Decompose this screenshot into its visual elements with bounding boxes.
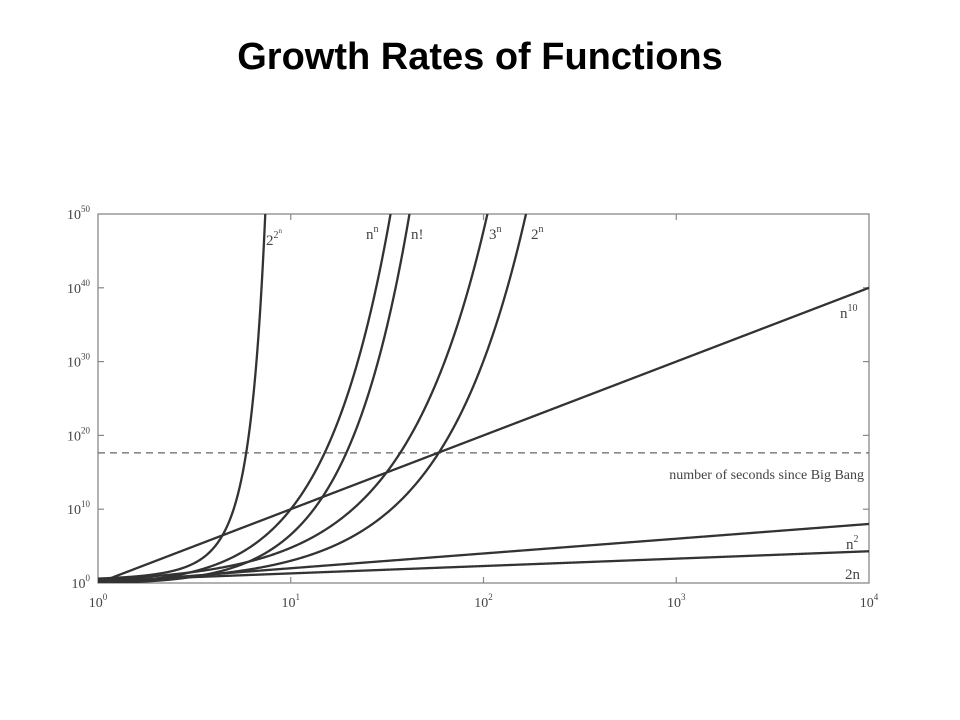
series-line-n-pow-10 [98, 286, 869, 583]
x-tick-label: 100 [89, 592, 108, 611]
series-line-two-pow-n [98, 214, 528, 582]
y-tick-label: 1020 [67, 425, 91, 444]
y-axis: 100 1010 1020 1030 1040 1050 [67, 204, 869, 592]
series-label-factorial: n! [411, 227, 424, 243]
plot-frame [97, 213, 870, 584]
page-title: Growth Rates of Functions [237, 36, 723, 78]
series-line-n-squared [98, 522, 869, 583]
series-line-three-pow-n [98, 214, 489, 581]
series-label-double-exp: 22n [266, 227, 283, 249]
y-tick-label: 1040 [67, 278, 91, 297]
series-label-n-pow-10: n10 [840, 303, 858, 322]
series-label-two-n: 2n [845, 567, 861, 583]
x-tick-label: 104 [860, 592, 879, 611]
x-tick-label: 102 [474, 592, 493, 611]
series-line-double-exp [98, 214, 267, 580]
series-label-n-pow-n: nn [366, 224, 379, 243]
y-tick-label: 1050 [67, 204, 91, 223]
series-line-two-n [98, 550, 869, 582]
reference-line-label: number of seconds since Big Bang [669, 468, 864, 483]
y-tick-label: 1030 [67, 352, 91, 371]
x-tick-label: 101 [282, 592, 301, 611]
series-layer [98, 214, 869, 583]
series-line-factorial [98, 214, 411, 583]
y-tick-label: 1010 [67, 499, 91, 518]
series-label-three-pow-n: 3n [489, 224, 502, 243]
series-labels: 22n nn n! 3n 2n n10 n2 2n [266, 224, 861, 583]
series-label-n-squared: n2 [846, 534, 859, 553]
series-label-two-pow-n: 2n [531, 224, 544, 243]
y-tick-label: 100 [72, 573, 91, 592]
x-tick-label: 103 [667, 592, 686, 611]
reference-line-layer: number of seconds since Big Bang [98, 452, 869, 483]
x-axis: 100 101 102 103 104 [89, 214, 879, 611]
